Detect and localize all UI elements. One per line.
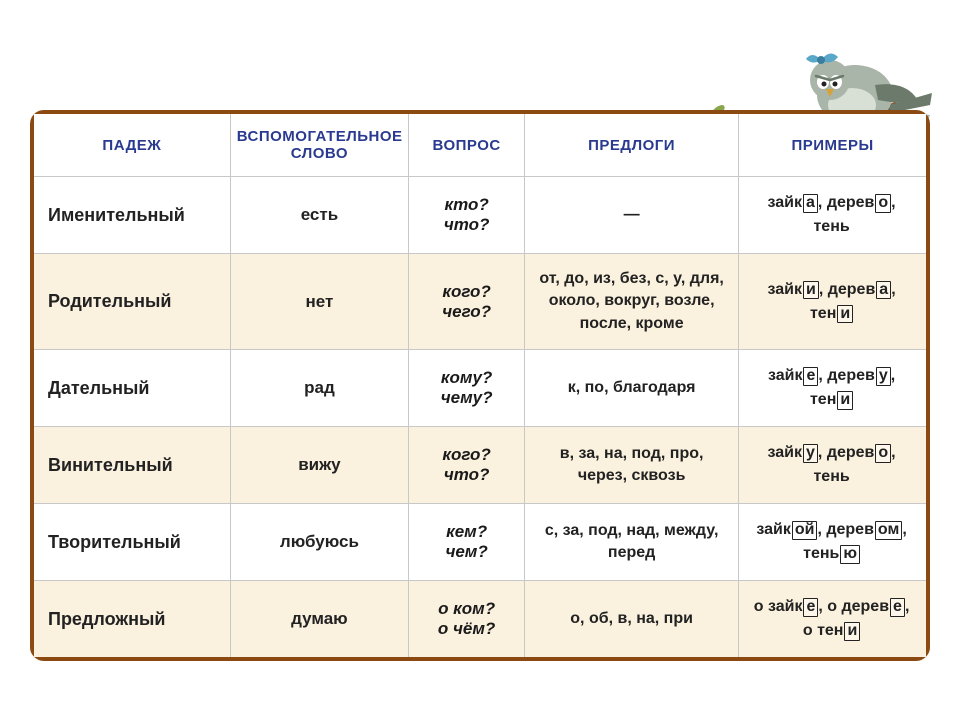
examples-cell: о зайке, о дереве,о тени xyxy=(739,581,926,658)
prepositions-cell: от, до, из, без, с, у, для, около, вокру… xyxy=(525,254,739,350)
header-question: ВОПРОС xyxy=(409,114,525,177)
prepositions-cell: — xyxy=(525,177,739,254)
examples-cell: зайка, дерево,тень xyxy=(739,177,926,254)
question-cell: о ком?о чём? xyxy=(409,581,525,658)
aux-word-cell: думаю xyxy=(230,581,408,658)
examples-cell: зайки, дерева,тени xyxy=(739,254,926,350)
table-row: Винительныйвижукого?что?в, за, на, под, … xyxy=(34,427,926,504)
case-name-cell: Предложный xyxy=(34,581,230,658)
question-cell: кого?чего? xyxy=(409,254,525,350)
prepositions-cell: с, за, под, над, между, перед xyxy=(525,504,739,581)
examples-cell: зайкой, деревом,тенью xyxy=(739,504,926,581)
table-row: Родительныйнеткого?чего?от, до, из, без,… xyxy=(34,254,926,350)
aux-word-cell: нет xyxy=(230,254,408,350)
case-name-cell: Родительный xyxy=(34,254,230,350)
case-name-cell: Именительный xyxy=(34,177,230,254)
table-row: Именительныйестькто?что?—зайка, дерево,т… xyxy=(34,177,926,254)
header-case: ПАДЕЖ xyxy=(34,114,230,177)
case-name-cell: Творительный xyxy=(34,504,230,581)
aux-word-cell: вижу xyxy=(230,427,408,504)
header-examples: ПРИМЕРЫ xyxy=(739,114,926,177)
table-row: Творительныйлюбуюськем?чем?с, за, под, н… xyxy=(34,504,926,581)
table-row: Предложныйдумаюо ком?о чём?о, об, в, на,… xyxy=(34,581,926,658)
table-row: Дательныйрадкому?чему?к, по, благодаряза… xyxy=(34,350,926,427)
question-cell: кому?чему? xyxy=(409,350,525,427)
question-cell: кем?чем? xyxy=(409,504,525,581)
aux-word-cell: есть xyxy=(230,177,408,254)
question-cell: кто?что? xyxy=(409,177,525,254)
case-name-cell: Дательный xyxy=(34,350,230,427)
case-name-cell: Винительный xyxy=(34,427,230,504)
examples-cell: зайку, дерево,тень xyxy=(739,427,926,504)
prepositions-cell: к, по, благодаря xyxy=(525,350,739,427)
question-cell: кого?что? xyxy=(409,427,525,504)
table-frame: ПАДЕЖ ВСПОМОГАТЕЛЬНОЕ СЛОВО ВОПРОС ПРЕДЛ… xyxy=(30,110,930,661)
examples-cell: зайке, дереву,тени xyxy=(739,350,926,427)
header-preps: ПРЕДЛОГИ xyxy=(525,114,739,177)
aux-word-cell: любуюсь xyxy=(230,504,408,581)
header-aux: ВСПОМОГАТЕЛЬНОЕ СЛОВО xyxy=(230,114,408,177)
prepositions-cell: о, об, в, на, при xyxy=(525,581,739,658)
cases-table: ПАДЕЖ ВСПОМОГАТЕЛЬНОЕ СЛОВО ВОПРОС ПРЕДЛ… xyxy=(34,114,926,657)
aux-word-cell: рад xyxy=(230,350,408,427)
header-row: ПАДЕЖ ВСПОМОГАТЕЛЬНОЕ СЛОВО ВОПРОС ПРЕДЛ… xyxy=(34,114,926,177)
prepositions-cell: в, за, на, под, про, через, сквозь xyxy=(525,427,739,504)
